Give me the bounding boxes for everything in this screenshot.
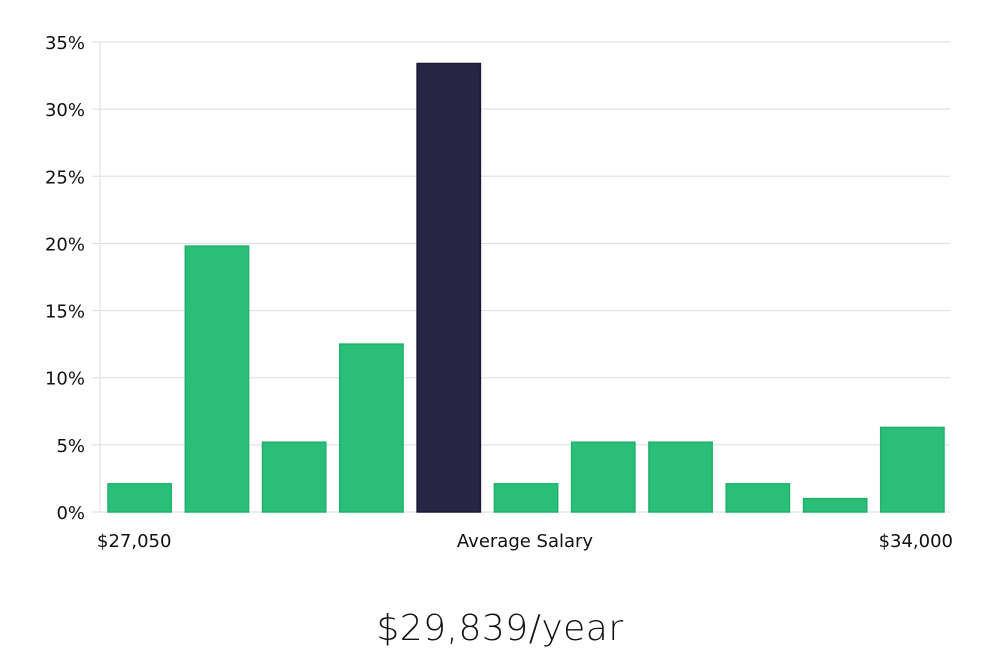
- bar: [648, 441, 713, 513]
- bar: [261, 441, 327, 513]
- bar: [725, 483, 791, 513]
- salary-histogram: 0% 5% 10% 15% 20% 25% 30% 35% $27,050 Average S…: [45, 33, 953, 552]
- x-label-average: Average Salary: [457, 531, 594, 552]
- bar: [184, 245, 250, 513]
- bar: [802, 497, 868, 513]
- x-label-max: $34,000: [879, 531, 953, 552]
- y-tick-label: 30%: [45, 100, 85, 121]
- bars: [107, 62, 945, 513]
- bar: [879, 426, 945, 513]
- y-tick-label: 20%: [45, 234, 85, 255]
- y-tick-label: 0%: [56, 503, 85, 524]
- y-tick-label: 25%: [45, 167, 85, 188]
- bar: [107, 483, 173, 513]
- bar: [339, 343, 404, 513]
- y-tick-label: 10%: [45, 369, 85, 390]
- y-tick-label: 5%: [56, 436, 85, 457]
- bar: [570, 441, 636, 513]
- average-salary-value: $29,839/year: [376, 608, 624, 649]
- y-axis-ticks: 0% 5% 10% 15% 20% 25% 30% 35%: [45, 33, 85, 524]
- y-tick-label: 35%: [45, 33, 85, 54]
- bar-average: [416, 62, 482, 513]
- bar: [493, 483, 559, 513]
- y-tick-label: 15%: [45, 302, 85, 323]
- x-label-min: $27,050: [97, 531, 171, 552]
- x-axis-labels: $27,050 Average Salary $34,000: [97, 531, 953, 552]
